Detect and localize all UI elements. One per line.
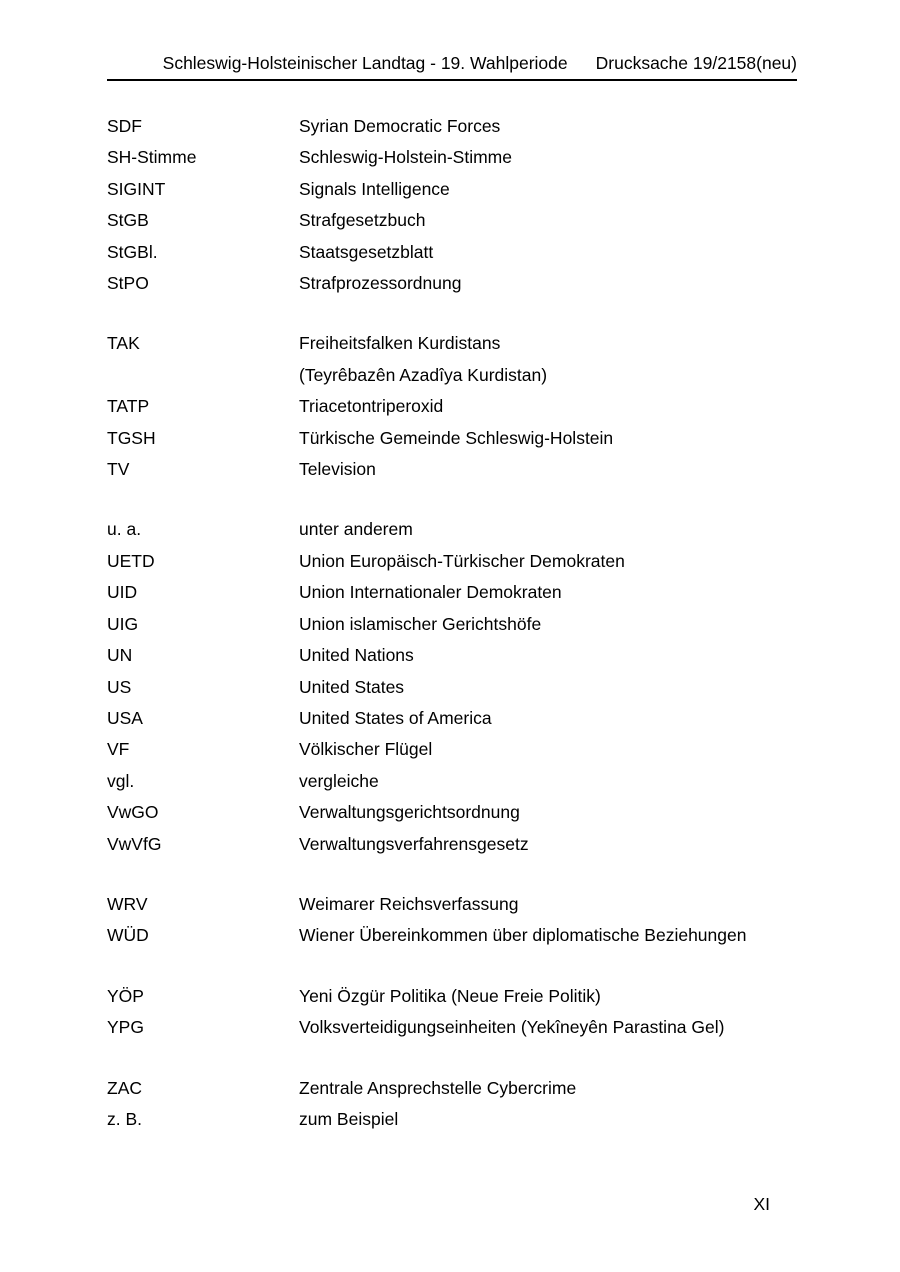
abbreviation-list: SDF Syrian Democratic Forces SH-Stimme Schl… [107, 111, 797, 1135]
abbreviation-definition: Staatsgesetzblatt [299, 241, 434, 262]
abbreviation-definition: Verwaltungsverfahrensgesetz [299, 833, 529, 854]
abbreviation-definition: Strafgesetzbuch [299, 210, 426, 231]
abbreviation-term: ZAC [107, 1077, 142, 1098]
abbreviation-definition: United States [299, 676, 405, 697]
abbreviation-row: WÜD Wiener Übereinkommen über diplomatisc… [107, 920, 797, 951]
abbreviation-definition: Union Internationaler Demokraten [299, 582, 562, 603]
abbreviation-row: UN United Nations [107, 640, 797, 671]
abbreviation-definition: Verwaltungsgerichtsordnung [299, 802, 520, 823]
abbreviation-definition: United States of America [299, 707, 492, 728]
abbreviation-term: YÖP [107, 985, 144, 1006]
abbreviation-row: u. a. unter anderem [107, 514, 797, 545]
abbreviation-row: TV Television [107, 454, 797, 485]
abbreviation-term: u. a. [107, 519, 142, 540]
abbreviation-row: WRV Weimarer Reichsverfassung [107, 889, 797, 920]
header-drucksache-number: Drucksache 19/2158(neu) [595, 53, 797, 73]
abbreviation-definition: zum Beispiel [299, 1108, 399, 1129]
abbreviation-row: VwVfG Verwaltungsverfahrensgesetz [107, 829, 797, 860]
abbreviation-term: VwVfG [107, 833, 162, 854]
abbreviation-term: vgl. [107, 770, 135, 791]
abbreviation-row: USA United States of America [107, 703, 797, 734]
abbreviation-term: UID [107, 582, 138, 603]
abbreviation-section: YÖP Yeni Özgür Politika (Neue Freie Polit… [107, 981, 797, 1044]
abbreviation-row: vgl. vergleiche [107, 766, 797, 797]
abbreviation-term: US [107, 676, 132, 697]
abbreviation-term: USA [107, 707, 143, 728]
abbreviation-row: SDF Syrian Democratic Forces [107, 111, 797, 142]
abbreviation-row: YPG Volksverteidigungseinheiten (Yekîneyê… [107, 1012, 797, 1043]
abbreviation-row: YÖP Yeni Özgür Politika (Neue Freie Polit… [107, 981, 797, 1012]
abbreviation-definition: vergleiche [299, 770, 379, 791]
abbreviation-definition: Signals Intelligence [299, 178, 450, 199]
abbreviation-row: StPO Strafprozessordnung [107, 268, 797, 299]
abbreviation-row: StGB Strafgesetzbuch [107, 205, 797, 236]
abbreviation-row: UIG Union islamischer Gerichtshöfe [107, 609, 797, 640]
abbreviation-definition: unter anderem [299, 519, 413, 540]
abbreviation-definition: Freiheitsfalken Kurdistans [299, 333, 501, 354]
abbreviation-term [107, 360, 299, 391]
abbreviation-row: z. B. zum Beispiel [107, 1104, 797, 1135]
abbreviation-term: z. B. [107, 1108, 143, 1129]
abbreviation-definition: Triacetontriperoxid [299, 396, 444, 417]
abbreviation-term: VwGO [107, 802, 159, 823]
abbreviation-row: SH-Stimme Schleswig-Holstein-Stimme [107, 142, 797, 173]
abbreviation-term: TGSH [107, 427, 156, 448]
abbreviation-row: SIGINT Signals Intelligence [107, 174, 797, 205]
abbreviation-row: UETD Union Europäisch-Türkischer Demokrat… [107, 546, 797, 577]
abbreviation-definition: Yeni Özgür Politika (Neue Freie Politik) [299, 985, 601, 1006]
abbreviation-row: VF Völkischer Flügel [107, 734, 797, 765]
abbreviation-term: TAK [107, 333, 140, 354]
abbreviation-section: WRV Weimarer Reichsverfassung WÜD Wiener Üb… [107, 889, 797, 952]
abbreviation-row: US United States [107, 672, 797, 703]
abbreviation-definition: Zentrale Ansprechstelle Cybercrime [299, 1077, 577, 1098]
abbreviation-term: VF [107, 739, 130, 760]
abbreviation-row: TATP Triacetontriperoxid [107, 391, 797, 422]
abbreviation-section: ZAC Zentrale Ansprechstelle Cybercrime z. … [107, 1073, 797, 1136]
abbreviation-term: SDF [107, 116, 142, 136]
abbreviation-definition: Weimarer Reichsverfassung [299, 893, 519, 914]
abbreviation-row: TAK Freiheitsfalken Kurdistans [107, 328, 797, 359]
header-document-title: Schleswig-Holsteinischer Landtag - 19. W… [162, 53, 568, 73]
abbreviation-row: TGSH Türkische Gemeinde Schleswig-Holstei… [107, 423, 797, 454]
abbreviation-definition: Television [299, 459, 376, 480]
abbreviation-term: SIGINT [107, 178, 166, 199]
abbreviation-definition: Türkische Gemeinde Schleswig-Holstein [299, 427, 614, 448]
abbreviation-term: UN [107, 645, 133, 666]
abbreviation-term: UETD [107, 550, 155, 571]
abbreviation-section: u. a. unter anderem UETD Union Europäisch-T… [107, 514, 797, 859]
abbreviation-term: TATP [107, 396, 150, 417]
abbreviation-term: SH-Stimme [107, 147, 197, 168]
abbreviation-definition: Syrian Democratic Forces [299, 116, 501, 136]
abbreviation-term: WRV [107, 893, 148, 914]
abbreviation-definition: Wiener Übereinkommen über diplomatische … [299, 925, 747, 946]
abbreviation-term: StGB [107, 210, 149, 231]
abbreviation-term: StPO [107, 273, 149, 294]
abbreviation-term: StGBl. [107, 241, 158, 262]
page-number: XI [753, 1194, 770, 1214]
abbreviation-definition: (Teyrêbazên Azadîya Kurdistan) [299, 364, 548, 385]
abbreviation-term: YPG [107, 1017, 144, 1038]
abbreviation-definition: Volksverteidigungseinheiten (Yekîneyên P… [299, 1017, 725, 1038]
abbreviation-row: StGBl. Staatsgesetzblatt [107, 237, 797, 268]
page-header: Schleswig-Holsteinischer Landtag - 19. W… [107, 53, 797, 81]
abbreviation-term: UIG [107, 613, 139, 634]
abbreviation-row: ZAC Zentrale Ansprechstelle Cybercrime [107, 1073, 797, 1104]
abbreviation-row: UID Union Internationaler Demokraten [107, 577, 797, 608]
abbreviation-term: TV [107, 459, 130, 480]
abbreviation-term: WÜD [107, 925, 149, 946]
abbreviation-definition: Schleswig-Holstein-Stimme [299, 147, 512, 168]
abbreviation-row: (Teyrêbazên Azadîya Kurdistan) [107, 360, 797, 391]
page-content: Schleswig-Holsteinischer Landtag - 19. W… [107, 53, 797, 1135]
abbreviation-row: VwGO Verwaltungsgerichtsordnung [107, 797, 797, 828]
abbreviation-section: SDF Syrian Democratic Forces SH-Stimme Schl… [107, 111, 797, 299]
abbreviation-definition: Strafprozessordnung [299, 273, 462, 294]
abbreviation-definition: Union Europäisch-Türkischer Demokraten [299, 550, 625, 571]
abbreviation-definition: Union islamischer Gerichtshöfe [299, 613, 542, 634]
abbreviation-section: TAK Freiheitsfalken Kurdistans (Teyrêbazên… [107, 328, 797, 485]
abbreviation-definition: United Nations [299, 645, 414, 666]
abbreviation-definition: Völkischer Flügel [299, 739, 433, 760]
